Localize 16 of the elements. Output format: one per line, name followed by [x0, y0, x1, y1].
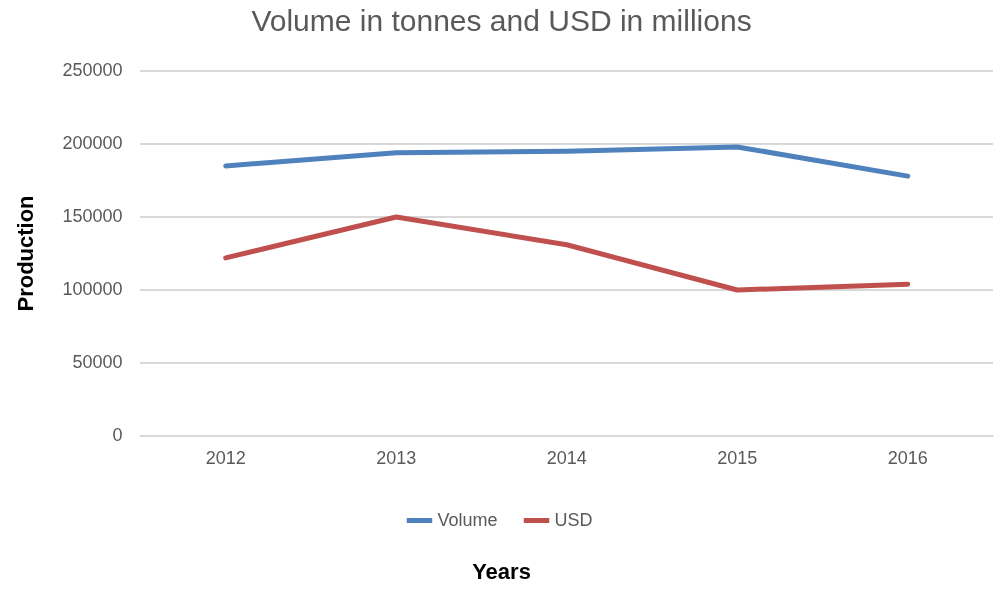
y-tick-label: 150000: [62, 205, 123, 226]
y-tick-label: 100000: [62, 278, 123, 299]
y-tick-label: 0: [112, 424, 123, 445]
chart-title: Volume in tonnes and USD in millions: [251, 4, 752, 38]
y-axis-title: Production: [13, 195, 39, 312]
x-tick-label: 2014: [546, 447, 587, 468]
x-tick-label: 2013: [376, 447, 417, 468]
legend-label: Volume: [437, 509, 498, 530]
y-tick-label: 200000: [62, 132, 123, 153]
x-tick-label: 2015: [717, 447, 758, 468]
x-axis-title: Years: [472, 558, 531, 584]
x-tick-label: 2016: [887, 447, 928, 468]
x-tick-label: 2012: [205, 447, 246, 468]
y-tick-label: 50000: [72, 351, 123, 372]
y-tick-label: 250000: [62, 59, 123, 80]
legend-label: USD: [554, 509, 593, 530]
